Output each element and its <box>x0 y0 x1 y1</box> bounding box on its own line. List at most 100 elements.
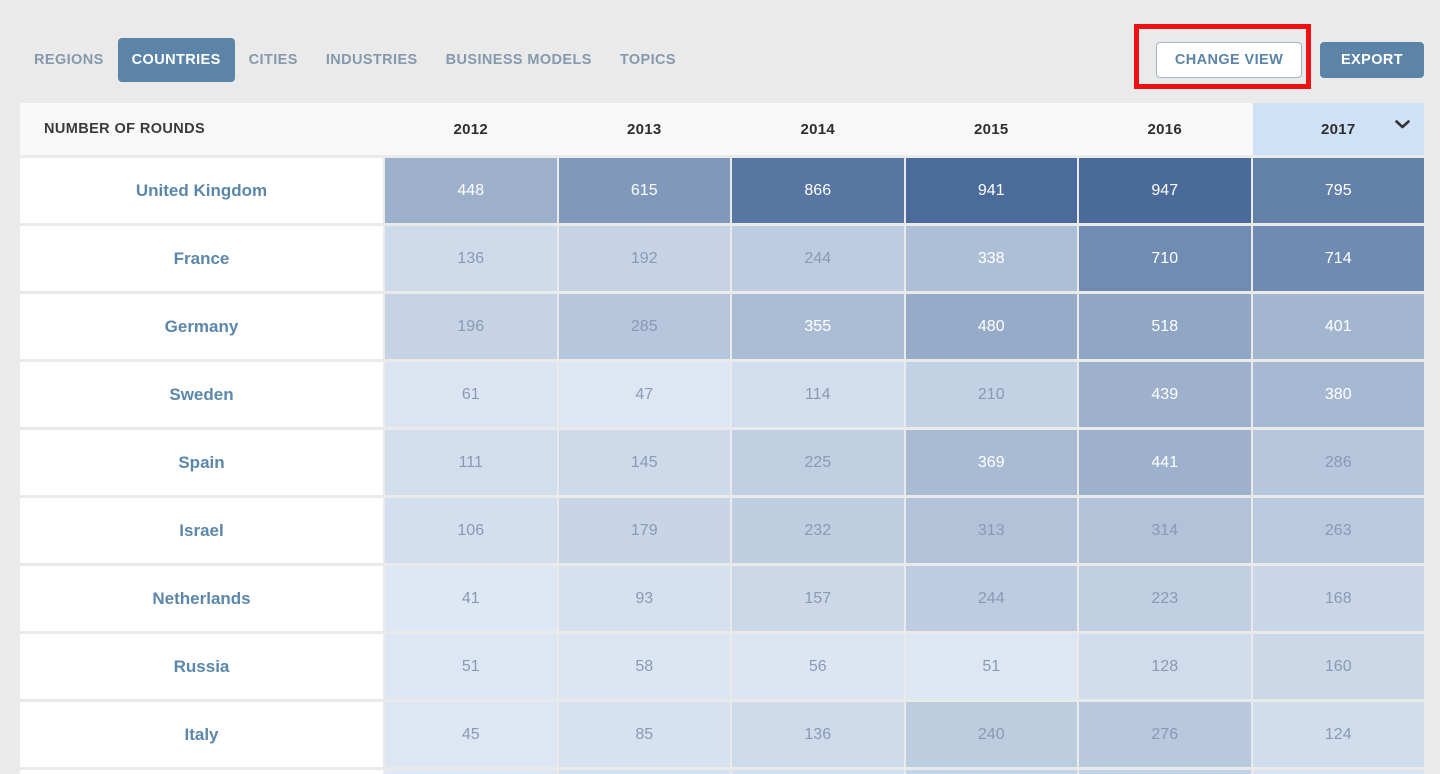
value-cell[interactable]: 168 <box>1252 566 1424 631</box>
value-cell[interactable]: 85 <box>558 702 730 767</box>
value-cell[interactable]: 56 <box>732 634 904 699</box>
year-header-2015[interactable]: 2015 <box>906 103 1078 155</box>
value-cell[interactable]: 51 <box>385 634 557 699</box>
value-cell[interactable]: 338 <box>905 226 1077 291</box>
year-header-label: 2014 <box>800 120 836 138</box>
country-cell-france[interactable]: France <box>20 226 383 291</box>
country-cell-partial <box>20 770 383 774</box>
value-cell[interactable]: 518 <box>1079 294 1251 359</box>
value-cell[interactable]: 145 <box>558 430 730 495</box>
tab-industries[interactable]: INDUSTRIES <box>325 52 418 68</box>
country-cell-netherlands[interactable]: Netherlands <box>20 566 383 631</box>
table-row: Russia 51 58 56 51 128 160 <box>20 634 1424 699</box>
value-cell[interactable]: 106 <box>385 498 557 563</box>
value-cell[interactable]: 380 <box>1252 362 1424 427</box>
value-cell[interactable]: 128 <box>1079 634 1251 699</box>
value-cell[interactable]: 313 <box>905 498 1077 563</box>
value-cell[interactable]: 448 <box>385 158 557 223</box>
value-cell[interactable]: 244 <box>905 566 1077 631</box>
value-cell[interactable]: 61 <box>385 362 557 427</box>
value-cell[interactable]: 45 <box>385 702 557 767</box>
table-row: Israel 106 179 232 313 314 263 <box>20 498 1424 563</box>
tab-business-models[interactable]: BUSINESS MODELS <box>445 52 592 68</box>
value-cell[interactable]: 160 <box>1252 634 1424 699</box>
country-cell-spain[interactable]: Spain <box>20 430 383 495</box>
country-cell-united-kingdom[interactable]: United Kingdom <box>20 158 383 223</box>
value-cell[interactable]: 710 <box>1079 226 1251 291</box>
value-cell[interactable]: 276 <box>1079 702 1251 767</box>
table-row: Spain 111 145 225 369 441 286 <box>20 430 1424 495</box>
value-cell[interactable]: 93 <box>558 566 730 631</box>
table-row: Netherlands 41 93 157 244 223 168 <box>20 566 1424 631</box>
year-header-2016[interactable]: 2016 <box>1079 103 1251 155</box>
tab-countries[interactable]: COUNTRIES <box>117 38 235 82</box>
table-body: United Kingdom 448 615 866 941 947 795 France 13… <box>20 158 1424 774</box>
value-cell[interactable]: 47 <box>558 362 730 427</box>
value-cell[interactable]: 401 <box>1252 294 1424 359</box>
value-cell-partial <box>1079 770 1251 774</box>
value-cell-partial <box>558 770 730 774</box>
tab-bar: REGIONS COUNTRIES CITIES INDUSTRIES BUSINESS… <box>20 38 690 82</box>
value-cell[interactable]: 244 <box>732 226 904 291</box>
value-cell[interactable]: 58 <box>558 634 730 699</box>
year-header-label: 2017 <box>1320 120 1356 138</box>
value-cell[interactable]: 192 <box>558 226 730 291</box>
value-cell[interactable]: 223 <box>1079 566 1251 631</box>
value-cell[interactable]: 136 <box>732 702 904 767</box>
value-cell[interactable]: 285 <box>558 294 730 359</box>
country-cell-germany[interactable]: Germany <box>20 294 383 359</box>
value-cell[interactable]: 157 <box>732 566 904 631</box>
value-cell[interactable]: 210 <box>905 362 1077 427</box>
value-cell-partial <box>905 770 1077 774</box>
value-cell[interactable]: 439 <box>1079 362 1251 427</box>
table-row: France 136 192 244 338 710 714 <box>20 226 1424 291</box>
top-toolbar: REGIONS COUNTRIES CITIES INDUSTRIES BUSINESS… <box>0 0 1440 103</box>
value-cell[interactable]: 111 <box>385 430 557 495</box>
year-header-2017[interactable]: 2017 <box>1252 103 1424 155</box>
tab-regions[interactable]: REGIONS <box>34 52 104 68</box>
table-row: Italy 45 85 136 240 276 124 <box>20 702 1424 767</box>
value-cell[interactable]: 369 <box>905 430 1077 495</box>
value-cell[interactable]: 714 <box>1252 226 1424 291</box>
year-header-label: 2015 <box>973 120 1009 138</box>
value-cell[interactable]: 240 <box>905 702 1077 767</box>
table-row: Sweden 61 47 114 210 439 380 <box>20 362 1424 427</box>
export-button[interactable]: EXPORT <box>1320 42 1424 78</box>
value-cell[interactable]: 355 <box>732 294 904 359</box>
value-cell[interactable]: 196 <box>385 294 557 359</box>
value-cell[interactable]: 480 <box>905 294 1077 359</box>
value-cell[interactable]: 51 <box>905 634 1077 699</box>
value-cell[interactable]: 41 <box>385 566 557 631</box>
value-cell[interactable]: 314 <box>1079 498 1251 563</box>
value-cell[interactable]: 114 <box>732 362 904 427</box>
value-cell-partial <box>1252 770 1424 774</box>
table-row: United Kingdom 448 615 866 941 947 795 <box>20 158 1424 223</box>
value-cell[interactable]: 179 <box>558 498 730 563</box>
country-cell-sweden[interactable]: Sweden <box>20 362 383 427</box>
change-view-button[interactable]: CHANGE VIEW <box>1156 42 1302 78</box>
country-cell-russia[interactable]: Russia <box>20 634 383 699</box>
value-cell[interactable]: 441 <box>1079 430 1251 495</box>
table-row: Germany 196 285 355 480 518 401 <box>20 294 1424 359</box>
value-cell[interactable]: 263 <box>1252 498 1424 563</box>
value-cell[interactable]: 232 <box>732 498 904 563</box>
year-header-2013[interactable]: 2013 <box>559 103 731 155</box>
country-cell-israel[interactable]: Israel <box>20 498 383 563</box>
value-cell[interactable]: 615 <box>558 158 730 223</box>
rounds-heatmap-table: NUMBER OF ROUNDS 2012 2013 2014 2015 2016 201… <box>20 103 1424 774</box>
value-cell[interactable]: 225 <box>732 430 904 495</box>
value-cell[interactable]: 795 <box>1252 158 1424 223</box>
value-cell[interactable]: 866 <box>732 158 904 223</box>
value-cell-partial <box>385 770 557 774</box>
value-cell[interactable]: 941 <box>905 158 1077 223</box>
year-header-label: 2013 <box>626 120 662 138</box>
value-cell[interactable]: 947 <box>1079 158 1251 223</box>
value-cell[interactable]: 136 <box>385 226 557 291</box>
value-cell[interactable]: 124 <box>1252 702 1424 767</box>
tab-cities[interactable]: CITIES <box>248 52 298 68</box>
value-cell[interactable]: 286 <box>1252 430 1424 495</box>
year-header-2014[interactable]: 2014 <box>732 103 904 155</box>
year-header-2012[interactable]: 2012 <box>385 103 557 155</box>
tab-topics[interactable]: TOPICS <box>619 52 676 68</box>
country-cell-italy[interactable]: Italy <box>20 702 383 767</box>
